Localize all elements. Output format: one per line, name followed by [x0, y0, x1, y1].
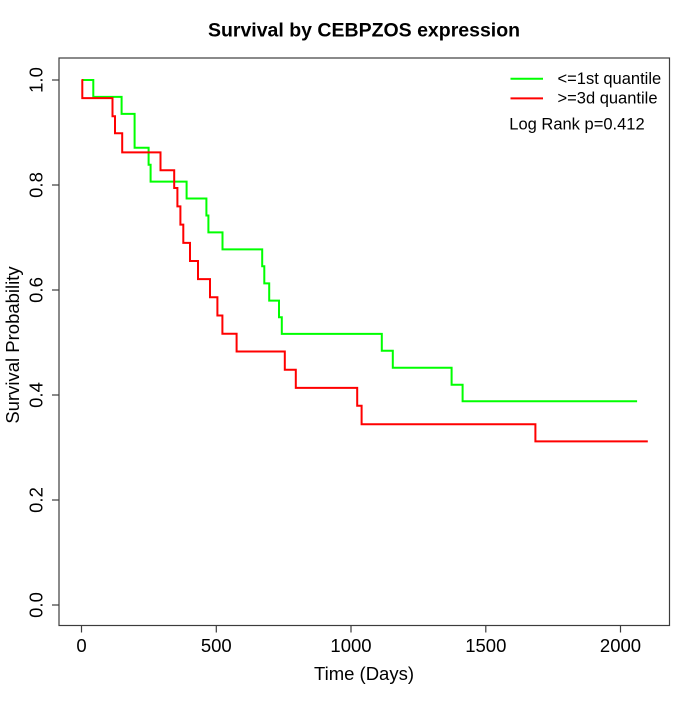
svg-text:Survival by CEBPZOS expression: Survival by CEBPZOS expression: [208, 19, 520, 41]
svg-text:0.0: 0.0: [26, 592, 47, 618]
svg-text:<=1st quantile: <=1st quantile: [558, 70, 662, 88]
svg-text:Log Rank p=0.412: Log Rank p=0.412: [509, 116, 644, 134]
svg-text:0.8: 0.8: [26, 172, 47, 198]
svg-text:2000: 2000: [600, 635, 641, 656]
svg-text:1000: 1000: [330, 635, 371, 656]
svg-text:Time (Days): Time (Days): [314, 663, 414, 684]
svg-text:1500: 1500: [465, 635, 506, 656]
svg-text:500: 500: [201, 635, 232, 656]
svg-text:0.2: 0.2: [26, 487, 47, 513]
svg-text:0.4: 0.4: [26, 382, 47, 408]
svg-text:0: 0: [76, 635, 86, 656]
svg-text:>=3d quantile: >=3d quantile: [558, 89, 658, 107]
svg-text:0.6: 0.6: [26, 277, 47, 303]
svg-text:1.0: 1.0: [26, 67, 47, 93]
svg-text:Survival Probability: Survival Probability: [2, 266, 23, 424]
